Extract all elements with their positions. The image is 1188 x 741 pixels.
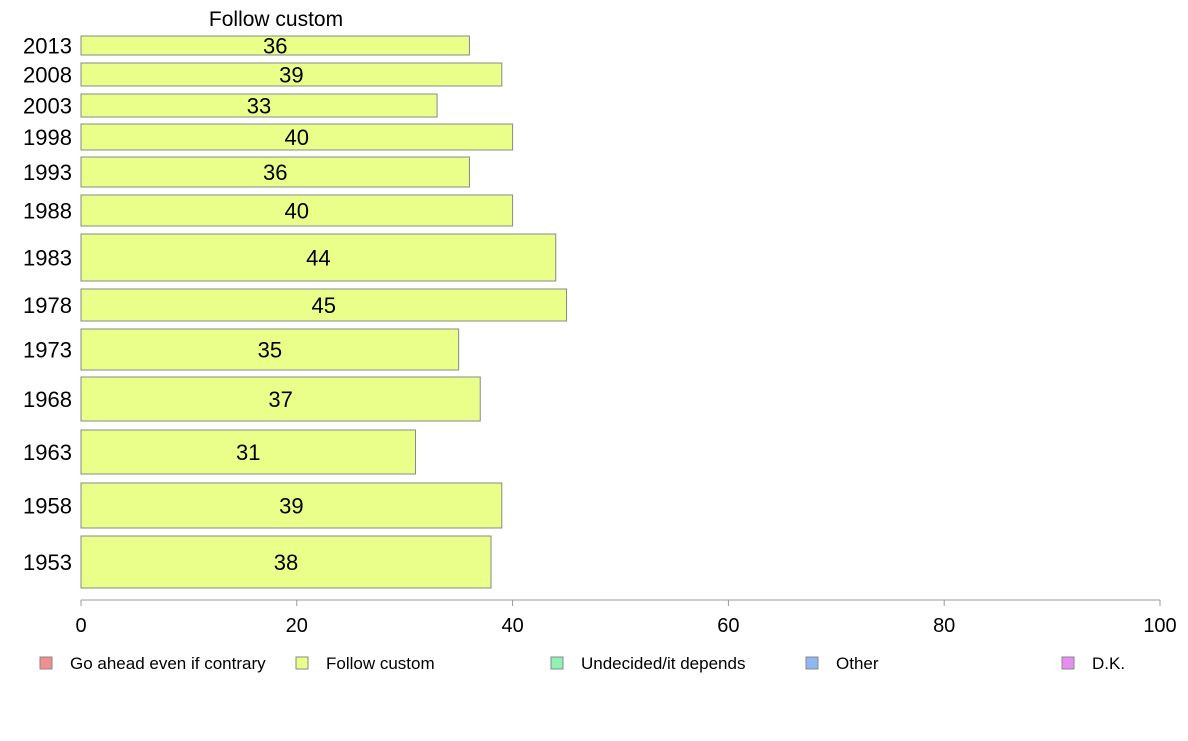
category-label: 1998 bbox=[23, 125, 72, 150]
bar-1993 bbox=[80, 156, 470, 188]
legend-label: Other bbox=[836, 654, 879, 673]
category-label: 1953 bbox=[23, 550, 72, 575]
bar-value-label: 44 bbox=[306, 246, 330, 271]
category-label: 1988 bbox=[23, 199, 72, 224]
bar-1968 bbox=[80, 376, 481, 422]
category-label: 2008 bbox=[23, 63, 72, 88]
bar-value-label: 36 bbox=[263, 34, 287, 59]
bar-1963 bbox=[80, 429, 416, 475]
category-label: 1993 bbox=[23, 160, 72, 185]
category-label: 2003 bbox=[23, 94, 72, 119]
legend-swatch bbox=[39, 656, 53, 670]
category-label: 1973 bbox=[23, 338, 72, 363]
category-label: 1968 bbox=[23, 387, 72, 412]
bar-1973 bbox=[80, 328, 460, 371]
bar-value-label: 40 bbox=[285, 125, 309, 150]
x-tick-label: 60 bbox=[717, 615, 739, 637]
legend-label: Follow custom bbox=[326, 654, 435, 673]
legend-label: Go ahead even if contrary bbox=[70, 654, 266, 673]
bar-value-label: 31 bbox=[236, 440, 260, 465]
bar-value-label: 33 bbox=[247, 94, 271, 119]
bar-value-label: 36 bbox=[263, 160, 287, 185]
bars-group: 36 2013 39 2008 33 2003 40 1998 36 1993 40 1988 44 19… bbox=[23, 34, 568, 589]
legend: Go ahead even if contrary Follow custom Un… bbox=[39, 654, 1125, 673]
bar-1978 bbox=[80, 288, 568, 322]
x-axis: 0 20 40 60 80 100 bbox=[75, 599, 1177, 637]
bar-1983 bbox=[80, 233, 557, 282]
x-tick-label: 20 bbox=[286, 615, 308, 637]
x-tick-label: 80 bbox=[933, 615, 955, 637]
legend-swatch bbox=[1061, 656, 1075, 670]
bar-2003 bbox=[80, 93, 438, 118]
legend-label: Undecided/it depends bbox=[581, 654, 745, 673]
category-label: 2013 bbox=[23, 34, 72, 59]
category-label: 1958 bbox=[23, 494, 72, 519]
category-label: 1963 bbox=[23, 440, 72, 465]
x-tick-label: 40 bbox=[501, 615, 523, 637]
legend-swatch bbox=[550, 656, 564, 670]
bar-1988 bbox=[80, 194, 514, 227]
bar-value-label: 40 bbox=[285, 199, 309, 224]
x-tick-label: 0 bbox=[75, 615, 86, 637]
x-tick-label: 100 bbox=[1143, 615, 1176, 637]
bar-value-label: 39 bbox=[279, 63, 303, 88]
chart-title: Follow custom bbox=[209, 8, 343, 31]
bar-2013 bbox=[80, 35, 470, 56]
bar-value-label: 45 bbox=[312, 293, 336, 318]
bar-value-label: 35 bbox=[258, 338, 282, 363]
legend-label: D.K. bbox=[1092, 654, 1125, 673]
bar-1953 bbox=[80, 535, 492, 589]
bar-value-label: 38 bbox=[274, 550, 298, 575]
legend-swatch bbox=[805, 656, 819, 670]
bar-value-label: 39 bbox=[279, 494, 303, 519]
category-label: 1978 bbox=[23, 293, 72, 318]
legend-swatch bbox=[295, 656, 309, 670]
bar-1998 bbox=[80, 123, 514, 151]
bar-value-label: 37 bbox=[268, 387, 292, 412]
bar-1958 bbox=[80, 482, 503, 529]
bar-2008 bbox=[80, 62, 503, 87]
category-label: 1983 bbox=[23, 246, 72, 271]
